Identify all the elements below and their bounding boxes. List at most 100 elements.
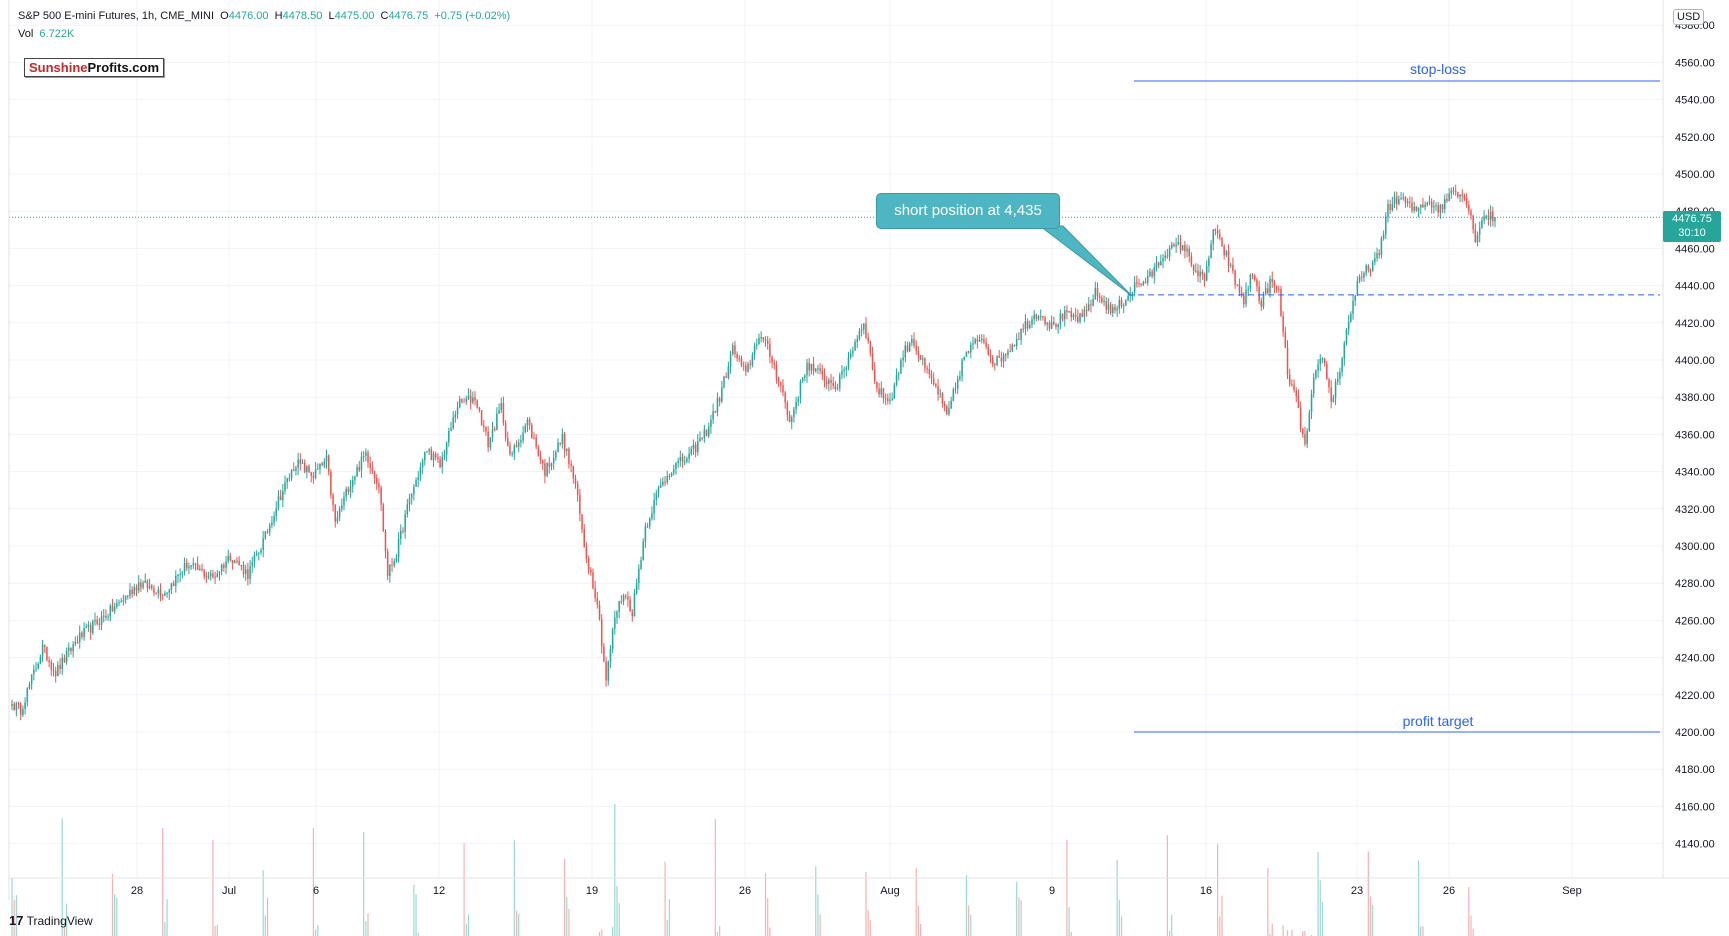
candle-body	[646, 526, 649, 528]
candle-body	[814, 368, 817, 372]
candle-body	[102, 615, 105, 617]
candle-body	[1350, 313, 1352, 322]
candle-body	[216, 573, 219, 578]
candle-body	[618, 601, 620, 612]
candle-body	[515, 445, 518, 447]
candle-body	[884, 398, 887, 400]
candle-body	[1302, 428, 1304, 435]
candle-body	[880, 388, 883, 395]
candle-body	[1452, 190, 1455, 192]
candle-body	[541, 460, 544, 464]
candle-body	[483, 425, 485, 428]
candle-body	[50, 662, 53, 670]
candle-body	[487, 431, 489, 448]
candle-body	[175, 575, 177, 587]
volume-bar	[1304, 931, 1306, 936]
candle-body	[155, 593, 157, 595]
candle-body	[317, 468, 319, 470]
candle-body	[1170, 244, 1173, 248]
candle-body	[893, 384, 896, 399]
candle-body	[218, 571, 221, 574]
candle-body	[1184, 245, 1186, 252]
candle-body	[493, 429, 496, 431]
candle-body	[891, 398, 893, 400]
candle-body	[821, 370, 824, 375]
candle-body	[46, 646, 48, 661]
candle-body	[1330, 387, 1332, 402]
volume-value: 6.722K	[39, 28, 75, 40]
candle-body	[1341, 358, 1343, 372]
candle-body	[1293, 384, 1295, 391]
candle-body	[869, 341, 872, 354]
candle-body	[1035, 314, 1038, 319]
candle-body	[1494, 217, 1496, 222]
candle-body	[1181, 245, 1184, 251]
candle-body	[1212, 229, 1215, 244]
candle-body	[1164, 255, 1166, 259]
candle-body	[1033, 314, 1035, 320]
candle-body	[413, 486, 415, 495]
candle-body	[190, 565, 192, 567]
candle-body	[773, 362, 776, 365]
x-tick-label: 16	[1200, 885, 1212, 897]
candle-body	[1457, 192, 1459, 197]
candle-body	[491, 429, 494, 438]
candle-body	[1389, 203, 1391, 210]
candle-body	[485, 427, 487, 432]
candle-body	[1430, 201, 1433, 208]
candle-body	[847, 357, 850, 368]
candle-body	[39, 657, 42, 664]
volume-bar	[212, 840, 214, 936]
currency-button[interactable]: USD	[1673, 9, 1705, 25]
candle-body	[839, 375, 841, 389]
candle-body	[1245, 289, 1247, 305]
candle-body	[683, 461, 686, 463]
candle-body	[902, 357, 904, 361]
candle-body	[349, 486, 352, 493]
y-tick-label: 4140.00	[1675, 839, 1715, 851]
volume-bar	[1068, 907, 1070, 936]
candle-body	[1203, 274, 1206, 281]
candle-body	[555, 452, 557, 458]
candle-body	[282, 490, 284, 501]
candle-body	[513, 445, 516, 454]
volume-bar	[264, 915, 266, 936]
candle-body	[214, 577, 216, 579]
candle-body	[937, 386, 939, 395]
candle-body	[432, 453, 435, 461]
candle-body	[1247, 288, 1249, 290]
candle-body	[242, 564, 245, 574]
candle-body	[854, 341, 856, 351]
candle-body	[476, 400, 478, 408]
candle-body	[1098, 296, 1101, 298]
candle-body	[92, 621, 94, 633]
candle-body	[659, 485, 662, 488]
volume-bar	[317, 925, 319, 936]
candle-body	[924, 358, 926, 369]
candle-body	[1343, 342, 1346, 359]
candle-body	[1378, 253, 1381, 255]
candle-body	[70, 647, 72, 652]
tradingview-brand[interactable]: 17 TradingView	[9, 913, 93, 928]
candle-body	[480, 410, 483, 426]
candle-body	[1048, 322, 1051, 329]
volume-bar	[618, 903, 620, 936]
y-tick-label: 4300.00	[1675, 541, 1715, 553]
candle-body	[1323, 358, 1326, 364]
candle-body	[1162, 258, 1164, 262]
candle-body	[917, 351, 920, 356]
candle-body	[1437, 205, 1439, 213]
candle-body	[576, 484, 579, 495]
candle-body	[640, 559, 642, 569]
x-tick-label: Jul	[222, 885, 236, 897]
candle-body	[638, 568, 640, 583]
candle-body	[1387, 203, 1389, 218]
candle-body	[445, 442, 448, 455]
y-tick-label: 4500.00	[1675, 169, 1715, 181]
volume-bar	[66, 903, 68, 936]
candle-body	[37, 663, 39, 669]
candle-body	[956, 378, 959, 389]
candle-body	[1361, 276, 1363, 278]
candle-body	[288, 478, 291, 480]
